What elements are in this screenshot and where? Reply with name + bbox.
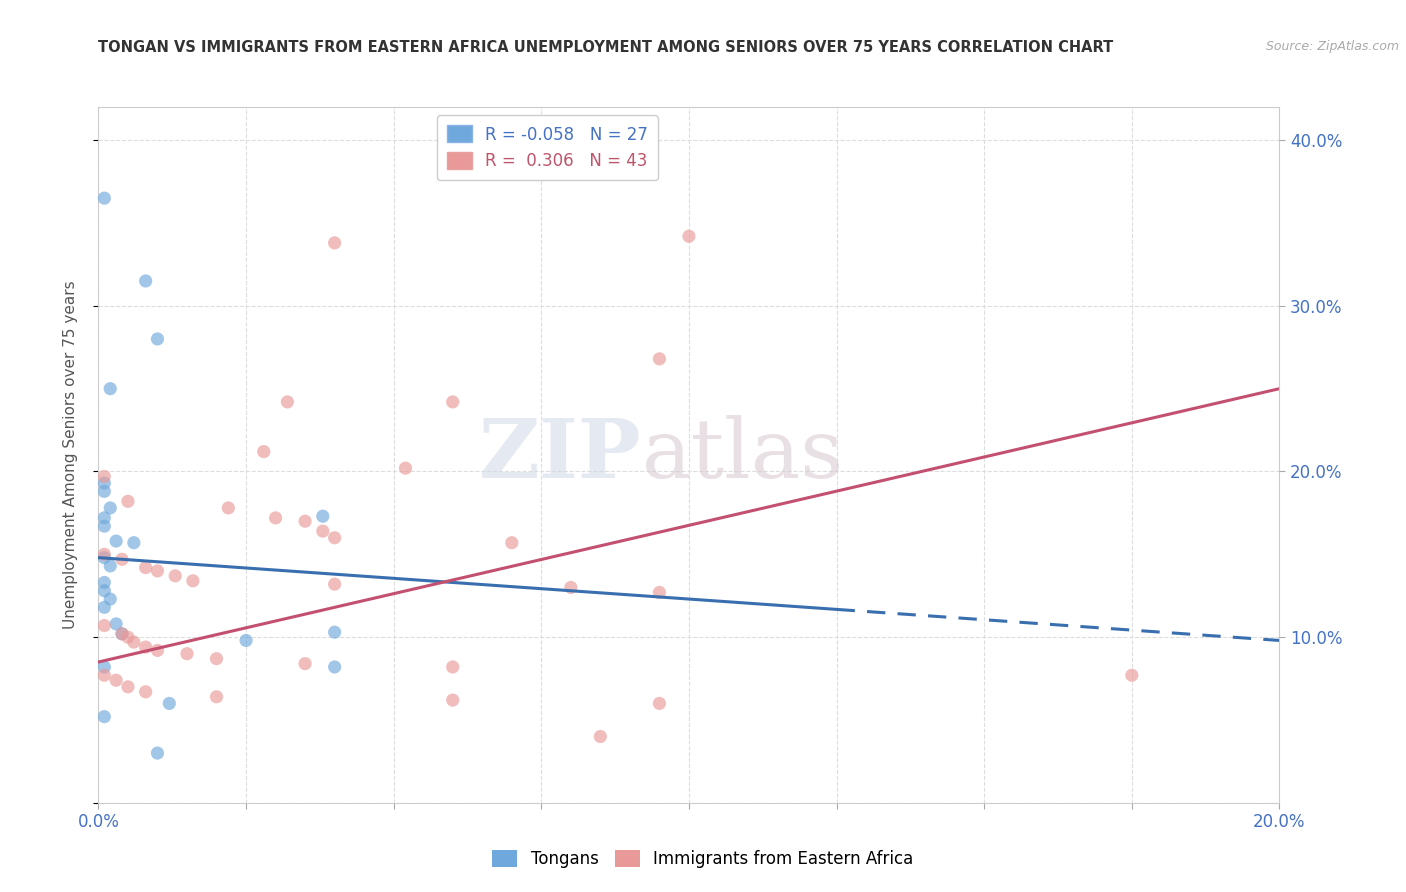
Point bbox=[146, 746, 169, 760]
Point bbox=[111, 627, 134, 641]
Point bbox=[117, 680, 139, 694]
Point bbox=[93, 547, 115, 561]
Point bbox=[323, 577, 346, 591]
Point bbox=[105, 673, 128, 688]
Point bbox=[205, 651, 228, 665]
Point bbox=[93, 519, 115, 533]
Point bbox=[253, 444, 276, 458]
Point bbox=[146, 643, 169, 657]
Point bbox=[93, 191, 115, 205]
Point bbox=[312, 509, 335, 524]
Point bbox=[294, 657, 316, 671]
Point bbox=[93, 600, 115, 615]
Point bbox=[441, 693, 464, 707]
Point bbox=[93, 476, 115, 491]
Point bbox=[323, 235, 346, 250]
Point bbox=[176, 647, 198, 661]
Legend: Tongans, Immigrants from Eastern Africa: Tongans, Immigrants from Eastern Africa bbox=[485, 843, 921, 875]
Point bbox=[117, 630, 139, 644]
Point bbox=[648, 351, 671, 366]
Text: TONGAN VS IMMIGRANTS FROM EASTERN AFRICA UNEMPLOYMENT AMONG SENIORS OVER 75 YEAR: TONGAN VS IMMIGRANTS FROM EASTERN AFRICA… bbox=[98, 40, 1114, 55]
Point bbox=[93, 668, 115, 682]
Point bbox=[323, 660, 346, 674]
Point bbox=[98, 500, 121, 515]
Text: ZIP: ZIP bbox=[479, 415, 641, 495]
Point bbox=[312, 524, 335, 538]
Point bbox=[135, 274, 157, 288]
Point bbox=[264, 511, 287, 525]
Point bbox=[98, 558, 121, 573]
Point bbox=[501, 535, 523, 549]
Point bbox=[146, 564, 169, 578]
Point bbox=[276, 395, 298, 409]
Point bbox=[135, 560, 157, 574]
Point bbox=[105, 616, 128, 631]
Point bbox=[217, 500, 239, 515]
Point bbox=[93, 618, 115, 632]
Point bbox=[93, 484, 115, 499]
Point bbox=[122, 635, 145, 649]
Point bbox=[93, 660, 115, 674]
Text: Source: ZipAtlas.com: Source: ZipAtlas.com bbox=[1265, 40, 1399, 54]
Point bbox=[560, 581, 582, 595]
Point bbox=[93, 709, 115, 723]
Point bbox=[157, 697, 180, 711]
Point bbox=[117, 494, 139, 508]
Point bbox=[205, 690, 228, 704]
Point bbox=[105, 534, 128, 549]
Point bbox=[98, 592, 121, 607]
Point bbox=[323, 531, 346, 545]
Point bbox=[678, 229, 700, 244]
Point bbox=[93, 550, 115, 565]
Point bbox=[648, 697, 671, 711]
Point bbox=[98, 382, 121, 396]
Point bbox=[181, 574, 204, 588]
Text: atlas: atlas bbox=[641, 415, 844, 495]
Legend: R = -0.058   N = 27, R =  0.306   N = 43: R = -0.058 N = 27, R = 0.306 N = 43 bbox=[437, 115, 658, 180]
Point bbox=[135, 640, 157, 654]
Point bbox=[93, 469, 115, 483]
Y-axis label: Unemployment Among Seniors over 75 years: Unemployment Among Seniors over 75 years bbox=[63, 281, 77, 629]
Point bbox=[122, 535, 145, 549]
Point bbox=[111, 552, 134, 566]
Point bbox=[135, 685, 157, 699]
Point bbox=[165, 569, 187, 583]
Point bbox=[93, 583, 115, 598]
Point bbox=[323, 625, 346, 640]
Point bbox=[589, 730, 612, 744]
Point bbox=[111, 627, 134, 641]
Point bbox=[441, 395, 464, 409]
Point bbox=[441, 660, 464, 674]
Point bbox=[394, 461, 416, 475]
Point bbox=[93, 511, 115, 525]
Point bbox=[1121, 668, 1143, 682]
Point bbox=[648, 585, 671, 599]
Point bbox=[146, 332, 169, 346]
Point bbox=[235, 633, 257, 648]
Point bbox=[93, 575, 115, 590]
Point bbox=[294, 514, 316, 528]
